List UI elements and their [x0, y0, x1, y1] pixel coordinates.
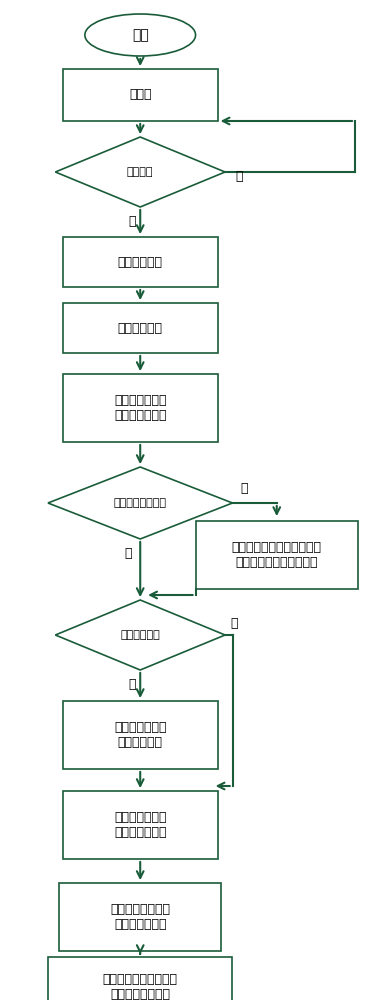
Ellipse shape: [85, 14, 196, 56]
Bar: [63, 374, 218, 442]
Text: 否: 否: [230, 617, 238, 630]
Bar: [59, 883, 221, 951]
Text: 通过速度计算单
元惊喜速度计算: 通过速度计算单 元惊喜速度计算: [114, 394, 166, 422]
Polygon shape: [55, 600, 225, 670]
Text: 否: 否: [241, 482, 248, 495]
Bar: [48, 957, 232, 1000]
Bar: [63, 791, 218, 859]
Text: 通过转矩估算单
元进行转矩计算: 通过转矩估算单 元进行转矩计算: [114, 811, 166, 839]
Bar: [63, 69, 218, 121]
Polygon shape: [48, 467, 232, 539]
Text: 初始化: 初始化: [129, 89, 151, 102]
Text: 是: 是: [128, 215, 136, 228]
Text: 通过换相判断模块进行换相
判断并输出换相控制信号: 通过换相判断模块进行换相 判断并输出换相控制信号: [232, 541, 322, 569]
Bar: [63, 701, 218, 769]
Text: 是: 是: [128, 678, 136, 691]
Text: 否: 否: [235, 170, 242, 184]
Text: 读取位置信号: 读取位置信号: [118, 322, 163, 334]
Text: 电流电压采样: 电流电压采样: [118, 255, 163, 268]
Text: 通过转矩滞环调节
器进行转矩调节: 通过转矩滞环调节 器进行转矩调节: [110, 903, 170, 931]
Text: 是否转速调节: 是否转速调节: [120, 630, 160, 640]
Bar: [63, 237, 218, 287]
Text: 是否处于低速运行: 是否处于低速运行: [114, 498, 167, 508]
Polygon shape: [55, 137, 225, 207]
Bar: [63, 303, 218, 353]
Text: 通过转速调节器
进行转速调节: 通过转速调节器 进行转速调节: [114, 721, 166, 749]
Text: 是: 是: [124, 547, 132, 560]
Text: 开始: 开始: [132, 28, 149, 42]
Text: 通过电压矢量选择单元
进行电压矢量选择: 通过电压矢量选择单元 进行电压矢量选择: [103, 973, 178, 1000]
Text: 是否采样: 是否采样: [127, 167, 154, 177]
Bar: [196, 521, 358, 589]
